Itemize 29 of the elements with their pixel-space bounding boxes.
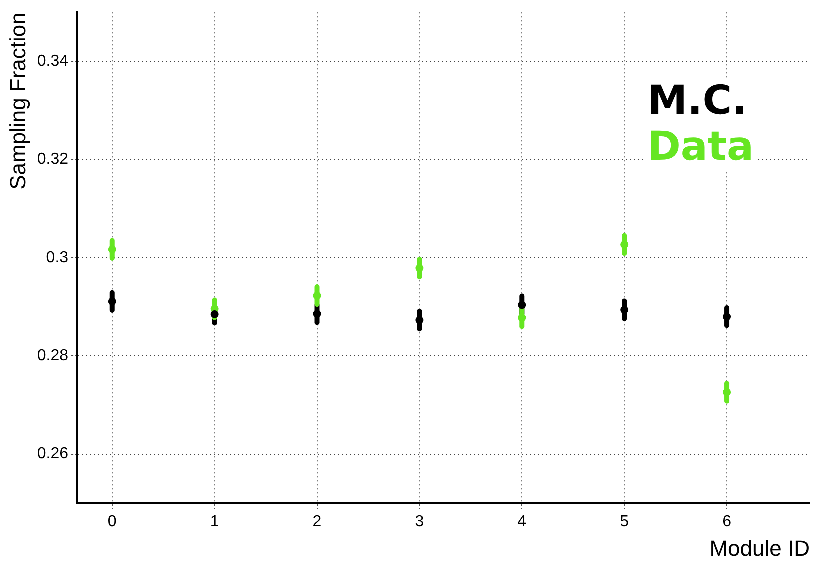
text: M.C.: [648, 78, 748, 124]
y-axis-title: Sampling Fraction: [5, 12, 30, 190]
x-tick-label: 6: [722, 513, 732, 530]
point: [313, 310, 322, 318]
x-axis-title: Module ID: [710, 536, 810, 561]
point: [210, 310, 219, 318]
point: [620, 306, 629, 314]
point: [108, 246, 116, 254]
point: [416, 316, 424, 324]
point: [723, 312, 732, 321]
x-tick-label: 2: [312, 513, 322, 530]
point: [723, 388, 732, 396]
point: [108, 298, 116, 306]
y-tick-label: 0.34: [37, 53, 69, 70]
point: [518, 314, 526, 322]
y-tick-label: 0.28: [37, 348, 69, 365]
x-tick-label: 1: [210, 513, 220, 530]
point: [313, 292, 322, 300]
point: [620, 240, 629, 249]
point: [518, 301, 526, 310]
y-tick-label: 0.3: [46, 249, 69, 266]
point: [416, 264, 424, 272]
y-tick-label: 0.26: [37, 446, 69, 463]
x-tick-label: 0: [108, 513, 117, 530]
y-tick-label: 0.32: [37, 151, 69, 168]
x-tick-label: 5: [620, 513, 630, 530]
series-label: Data: [648, 124, 754, 170]
x-tick-label: 3: [415, 513, 424, 530]
x-tick-label: 4: [518, 513, 527, 530]
